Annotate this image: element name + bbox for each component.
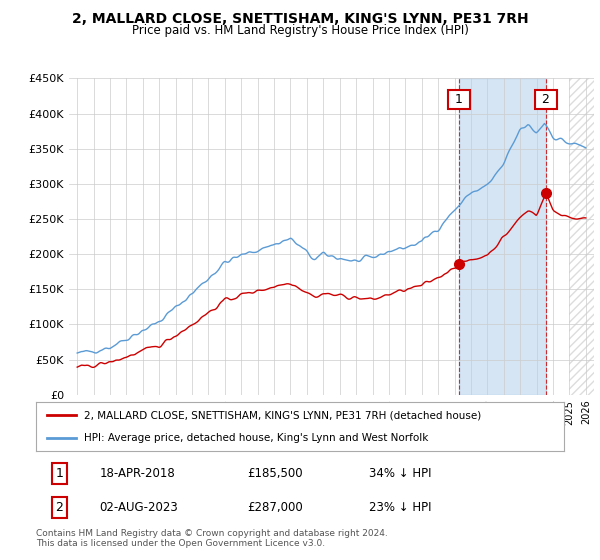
Text: 2: 2 bbox=[538, 93, 554, 106]
Text: HPI: Average price, detached house, King's Lynn and West Norfolk: HPI: Average price, detached house, King… bbox=[83, 433, 428, 444]
Text: 2: 2 bbox=[55, 501, 63, 514]
Text: 1: 1 bbox=[451, 93, 467, 106]
Text: 02-AUG-2023: 02-AUG-2023 bbox=[100, 501, 178, 514]
Text: 23% ↓ HPI: 23% ↓ HPI bbox=[368, 501, 431, 514]
Bar bbox=[460, 78, 546, 395]
Text: 2, MALLARD CLOSE, SNETTISHAM, KING'S LYNN, PE31 7RH (detached house): 2, MALLARD CLOSE, SNETTISHAM, KING'S LYN… bbox=[83, 410, 481, 421]
Text: 2, MALLARD CLOSE, SNETTISHAM, KING'S LYNN, PE31 7RH: 2, MALLARD CLOSE, SNETTISHAM, KING'S LYN… bbox=[71, 12, 529, 26]
Text: £287,000: £287,000 bbox=[247, 501, 303, 514]
Text: 34% ↓ HPI: 34% ↓ HPI bbox=[368, 467, 431, 480]
Text: Contains HM Land Registry data © Crown copyright and database right 2024.
This d: Contains HM Land Registry data © Crown c… bbox=[36, 529, 388, 548]
Text: 18-APR-2018: 18-APR-2018 bbox=[100, 467, 175, 480]
Bar bbox=[569, 78, 597, 395]
Text: £185,500: £185,500 bbox=[247, 467, 303, 480]
Bar bbox=[569, 78, 597, 395]
Text: Price paid vs. HM Land Registry's House Price Index (HPI): Price paid vs. HM Land Registry's House … bbox=[131, 24, 469, 36]
Text: 1: 1 bbox=[55, 467, 63, 480]
